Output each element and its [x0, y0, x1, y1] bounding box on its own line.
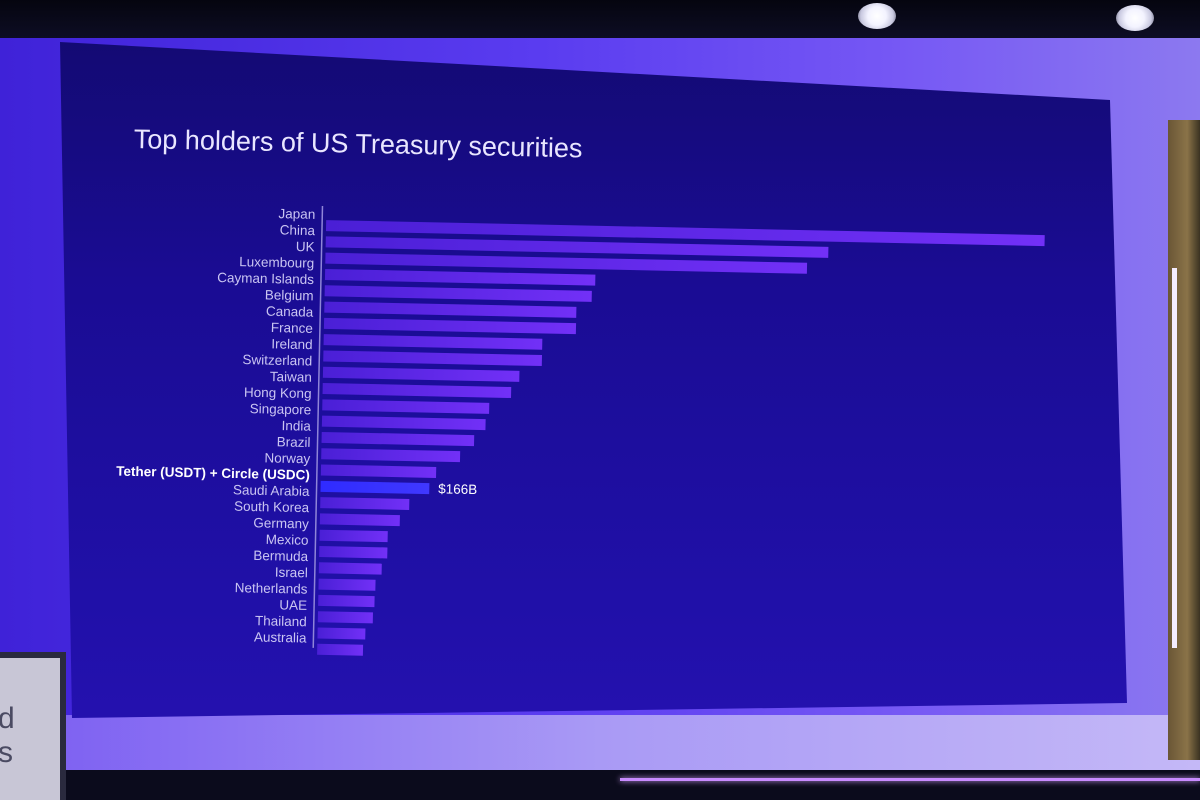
category-label: Singapore: [250, 401, 312, 417]
podium: ds: [0, 652, 66, 800]
bar: [319, 513, 400, 527]
bar: [321, 448, 461, 463]
bar: [320, 464, 437, 478]
bar: [323, 317, 577, 335]
category-label: Mexico: [266, 532, 309, 548]
category-label: Germany: [253, 515, 309, 531]
category-label: Saudi Arabia: [233, 482, 310, 499]
bar: [318, 562, 382, 575]
bar: [318, 578, 376, 591]
podium-sign: ds: [0, 702, 15, 770]
category-label: South Korea: [234, 499, 310, 516]
category-label: Japan: [278, 206, 315, 222]
bar: [324, 268, 596, 286]
bar: [321, 431, 475, 447]
category-label: Brazil: [277, 434, 311, 450]
bar: [317, 627, 366, 640]
category-label: Bermuda: [253, 548, 309, 564]
category-label: Belgium: [265, 287, 314, 303]
category-label: Luxembourg: [239, 254, 314, 271]
bar: [319, 546, 388, 559]
bar: [321, 415, 486, 431]
bar: [322, 399, 490, 414]
ceiling: [0, 0, 1200, 38]
value-labels: $166B: [438, 481, 477, 497]
bar: [325, 252, 808, 274]
bar: [324, 301, 577, 318]
bar: [320, 497, 410, 510]
category-label: Taiwan: [270, 369, 312, 385]
bar-series: [317, 220, 1045, 656]
category-label: UK: [296, 239, 315, 254]
bar: [323, 334, 543, 350]
category-label: Norway: [264, 450, 310, 466]
highlight-value-label: $166B: [438, 481, 477, 497]
category-label: India: [281, 418, 311, 434]
spotlight-right: [1116, 5, 1154, 31]
bar: [318, 594, 375, 608]
bar: [322, 366, 520, 382]
category-label: Thailand: [255, 613, 307, 629]
category-label: Hong Kong: [244, 385, 312, 401]
bar: [324, 285, 592, 302]
stage-floor: [0, 770, 1200, 800]
category-label: Cayman Islands: [217, 270, 314, 287]
stage-light-strip: [620, 778, 1200, 781]
bar: [317, 643, 364, 656]
category-label: Switzerland: [242, 352, 312, 368]
category-label: UAE: [279, 597, 307, 613]
category-label: Australia: [254, 629, 307, 645]
bar: [319, 529, 388, 543]
category-label: France: [271, 320, 313, 336]
spotlight-left: [858, 3, 896, 29]
bar: [325, 220, 1045, 247]
chart-title: Top holders of US Treasury securities: [134, 124, 583, 163]
category-label: Ireland: [271, 336, 313, 352]
category-axis-line: [312, 205, 324, 648]
category-label: China: [280, 222, 316, 238]
bar: [322, 383, 512, 398]
bar-highlight: [320, 480, 430, 495]
category-label: Canada: [266, 304, 314, 320]
bar: [323, 350, 543, 367]
bar: [317, 611, 373, 624]
side-light-strip: [1172, 268, 1177, 648]
bar: [325, 236, 829, 258]
category-label: Netherlands: [235, 580, 308, 597]
led-wall-lower-glow: [0, 715, 1200, 775]
category-label: Tether (USDT) + Circle (USDC): [116, 464, 310, 483]
category-label: Israel: [275, 565, 308, 581]
